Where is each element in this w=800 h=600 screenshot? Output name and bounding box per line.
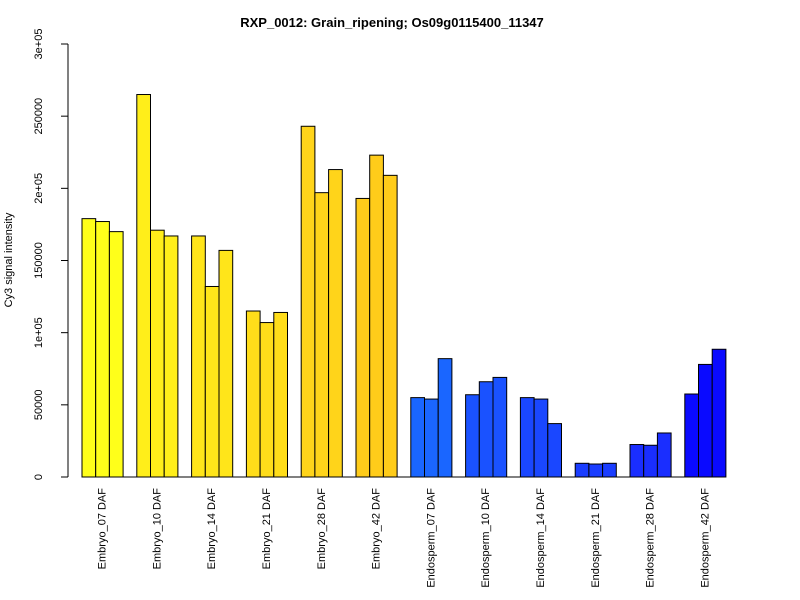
x-tick-label: Endosperm_14 DAF [535,488,547,588]
x-tick-label: Embryo_21 DAF [261,488,273,570]
bar [163,235,179,478]
bar [424,398,439,478]
x-tick-label: Embryo_14 DAF [206,488,218,570]
bar [711,348,727,478]
bar [314,192,330,478]
y-tick-label: 0 [33,474,45,480]
x-tick-label: Embryo_28 DAF [316,488,328,570]
y-tick-label: 50000 [33,390,45,421]
bar [656,432,672,478]
x-tick-label: Endosperm_07 DAF [425,488,437,588]
bar [574,462,590,478]
bar [629,444,645,478]
bar [492,376,508,478]
bar [273,311,288,478]
x-tick-label: Endosperm_10 DAF [480,488,492,588]
y-tick-label: 150000 [33,242,45,279]
bar [136,94,152,478]
y-tick-label: 3e+05 [33,29,45,60]
bar [410,397,425,478]
bar [191,235,206,478]
bar [519,397,535,478]
bar [81,218,97,478]
bar [533,398,549,478]
x-tick-label: Endosperm_42 DAF [699,488,711,588]
bar [437,358,453,478]
y-tick-label: 250000 [33,98,45,135]
bar [643,444,658,478]
bar [204,285,220,478]
bar [95,221,110,478]
bar [602,462,617,478]
bar [328,169,343,478]
bar [300,125,316,478]
bar [588,463,604,478]
bar [478,381,494,478]
y-axis: 0 50000 1e+05 150000 2e+05 250000 3e+05 [33,29,69,480]
bar [382,174,398,478]
bar [218,249,234,478]
bar [259,322,275,478]
bar [698,363,713,478]
bar [245,310,261,478]
y-axis-label: Cy3 signal intensity [3,212,15,307]
y-tick-label: 1e+05 [33,317,45,348]
bar [369,154,384,478]
y-tick-label: 2e+05 [33,173,45,204]
chart-title: RXP_0012: Grain_ripening; Os09g0115400_1… [240,15,544,30]
bar [465,394,480,478]
bar [108,231,124,478]
x-tick-label: Embryo_07 DAF [97,488,109,570]
bar [355,197,371,478]
x-axis-labels: Embryo_07 DAF Embryo_10 DAF Embryo_14 DAF E… [97,488,712,588]
bars-group [81,94,727,478]
x-tick-label: Endosperm_28 DAF [645,488,657,588]
x-tick-label: Embryo_42 DAF [371,488,383,570]
x-tick-label: Embryo_10 DAF [151,488,163,570]
bar [684,393,699,478]
x-tick-label: Endosperm_21 DAF [590,488,602,588]
bar [547,423,562,478]
bar [150,229,165,478]
